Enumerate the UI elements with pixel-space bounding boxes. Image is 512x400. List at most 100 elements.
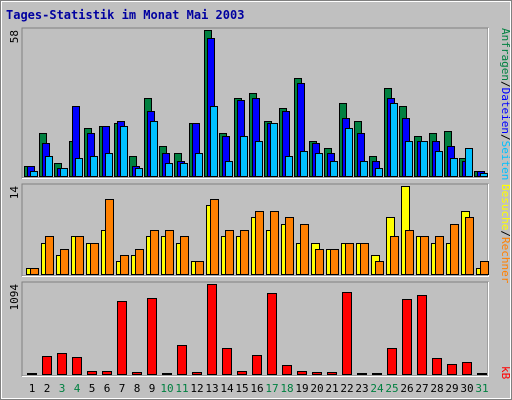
kb-max-label: 1094 — [8, 284, 21, 311]
panel-frames — [21, 27, 489, 377]
x-tick-label: 15 — [235, 382, 248, 395]
kb-bar — [72, 357, 82, 375]
seiten-bar — [345, 128, 353, 177]
seiten-bar — [180, 163, 188, 177]
seiten-bar — [60, 168, 68, 177]
rechner-bar — [75, 236, 84, 275]
seiten-bar — [240, 136, 248, 177]
x-tick-label: 12 — [190, 382, 203, 395]
seiten-bar — [360, 161, 368, 177]
seiten-bar — [420, 141, 428, 177]
x-tick-label: 9 — [149, 382, 156, 395]
kb-legend: kB — [499, 366, 512, 380]
rechner-bar — [270, 211, 279, 275]
kb-bar — [282, 365, 292, 375]
legend-seiten: Seiten — [499, 141, 512, 181]
rechner-bar — [450, 224, 459, 275]
x-tick-label: 4 — [74, 382, 81, 395]
rechner-bar — [240, 230, 249, 275]
hits-max-label: 58 — [8, 30, 21, 43]
seiten-bar — [285, 156, 293, 177]
x-tick-label: 18 — [280, 382, 293, 395]
kb-bar — [312, 372, 322, 375]
rechner-bar — [60, 249, 69, 275]
x-tick-label: 23 — [355, 382, 368, 395]
visits-max-label: 14 — [8, 186, 21, 200]
kb-bar — [372, 373, 382, 375]
seiten-bar — [300, 151, 308, 177]
rechner-bar — [150, 230, 159, 275]
x-tick-label: 20 — [310, 382, 323, 395]
hits-legend: Anfragen/Dateien/Seiten — [499, 28, 512, 180]
rechner-bar — [180, 236, 189, 275]
x-tick-label: 13 — [205, 382, 218, 395]
x-tick-label: 10 — [160, 382, 173, 395]
kb-bar — [207, 284, 217, 375]
rechner-bar — [345, 243, 354, 275]
seiten-bar — [270, 123, 278, 177]
seiten-bar — [225, 161, 233, 177]
kb-bar — [402, 299, 412, 375]
rechner-bar — [285, 217, 294, 275]
rechner-bar — [45, 236, 54, 275]
kb-bar — [57, 353, 67, 375]
visits-legend: Besuche/Rechner — [499, 184, 512, 284]
x-tick-label: 5 — [89, 382, 96, 395]
seiten-bar — [450, 158, 458, 177]
x-tick-label: 29 — [445, 382, 458, 395]
rechner-bar — [30, 268, 39, 275]
kb-bar — [192, 372, 202, 375]
rechner-bar — [195, 261, 204, 275]
chart-title: Tages-Statistik im Monat Mai 2003 — [6, 8, 244, 22]
kb-bar — [462, 362, 472, 375]
rechner-bar — [465, 217, 474, 275]
seiten-bar — [375, 168, 383, 177]
rechner-bar — [390, 236, 399, 275]
seiten-bar — [390, 103, 398, 177]
rechner-bar — [165, 230, 174, 275]
x-tick-label: 22 — [340, 382, 353, 395]
seiten-bar — [405, 141, 413, 177]
kb-bar — [132, 372, 142, 375]
rechner-bar — [210, 199, 219, 275]
legend-sep-3: / — [499, 230, 512, 237]
kb-bar — [237, 371, 247, 375]
kb-bar — [252, 355, 262, 375]
legend-rechner: Rechner — [499, 237, 512, 284]
kb-bar — [147, 298, 157, 375]
kb-bar — [477, 373, 487, 375]
legend-anfragen: Anfragen — [499, 28, 512, 81]
rechner-bar — [90, 243, 99, 275]
seiten-bar — [195, 153, 203, 177]
legend-sep-2: / — [499, 134, 512, 141]
kb-bar — [177, 345, 187, 375]
legend-sep-1: / — [499, 81, 512, 88]
legend-kb: kB — [499, 366, 512, 380]
seiten-bar — [480, 173, 488, 177]
x-tick-label: 7 — [119, 382, 126, 395]
x-tick-label: 1 — [29, 382, 36, 395]
visits-bars — [26, 186, 489, 275]
rechner-bar — [300, 224, 309, 275]
legend-dateien: Dateien — [499, 88, 512, 134]
seiten-bar — [30, 171, 38, 177]
kb-bar — [162, 373, 172, 375]
seiten-bar — [45, 156, 53, 177]
rechner-bar — [315, 249, 324, 275]
kb-bar — [447, 364, 457, 375]
rechner-bar — [225, 230, 234, 275]
seiten-bar — [90, 156, 98, 177]
kb-bar — [87, 371, 97, 375]
seiten-bar — [435, 151, 443, 177]
seiten-bar — [210, 106, 218, 177]
x-tick-label: 21 — [325, 382, 338, 395]
rechner-bar — [255, 211, 264, 275]
kb-bar — [222, 348, 232, 375]
rechner-bar — [435, 236, 444, 275]
seiten-bar — [315, 153, 323, 177]
rechner-bar — [120, 255, 129, 275]
